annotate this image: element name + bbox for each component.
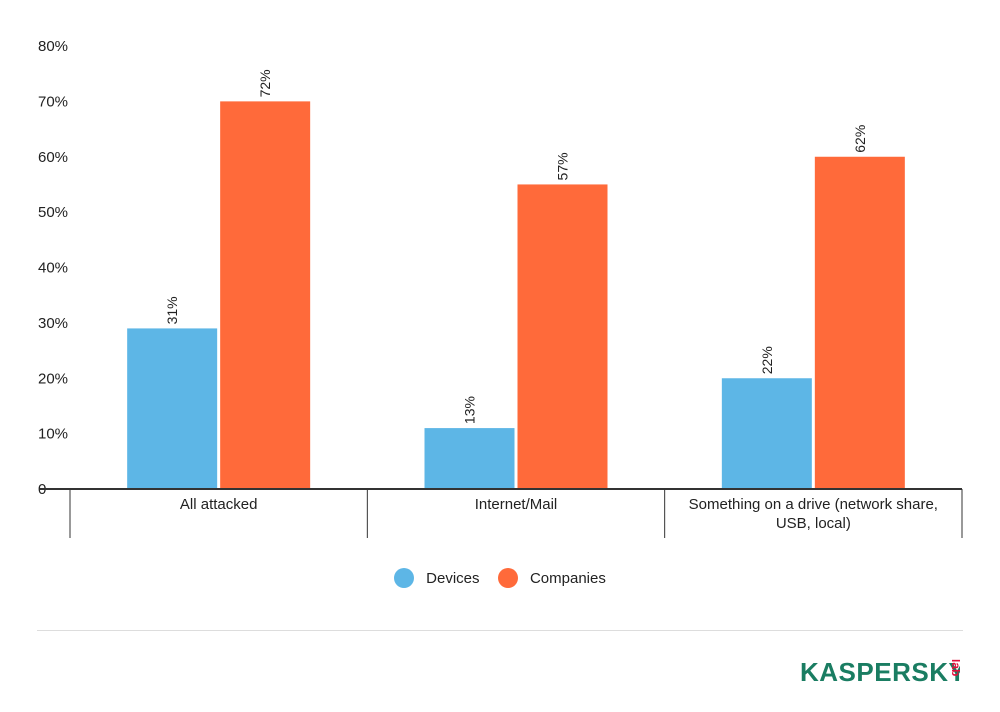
y-tick-label: 70% [38, 93, 68, 110]
kaspersky-logo: KASPERSKY lab [800, 657, 960, 687]
data-label: 22% [759, 346, 775, 374]
category-label: All attacked [180, 496, 258, 513]
legend-item-companies[interactable]: Companies [497, 568, 606, 588]
legend-label-companies: Companies [529, 569, 606, 587]
legend-swatch-companies [497, 568, 518, 588]
bars: 31% 72% 13% 57% 22% 62% [127, 69, 905, 489]
data-label: 31% [164, 296, 180, 324]
bar-devices[interactable] [424, 428, 515, 489]
logo-wordmark: KASPERSKY [800, 657, 960, 687]
bar-companies[interactable] [814, 156, 905, 489]
category-label: Internet/Mail [475, 496, 558, 513]
legend-label-devices: Devices [426, 569, 480, 587]
legend: Devices Companies [0, 568, 1000, 593]
y-tick-label: 10% [38, 426, 68, 443]
bar-companies[interactable] [220, 101, 311, 489]
y-tick-label: 40% [38, 260, 68, 277]
category-labels: All attacked Internet/Mail Something on a … [180, 496, 938, 532]
bar-chart: 010%20%30%40%50%60%70%80% 31%72%13%57%22… [38, 38, 963, 538]
y-tick-label: 50% [38, 204, 68, 221]
category-label: Something on a drive (network share, [689, 496, 938, 513]
data-label: 57% [555, 152, 571, 180]
legend-item-devices[interactable]: Devices [394, 568, 480, 588]
y-axis-ticks: 010%20%30%40%50%60%70%80% [38, 38, 68, 498]
logo-lab: lab [949, 659, 960, 676]
data-label: 72% [257, 69, 273, 97]
bar-companies[interactable] [517, 184, 608, 489]
data-label: 13% [462, 396, 478, 424]
bar-devices[interactable] [721, 378, 812, 489]
y-tick-label: 60% [38, 149, 68, 166]
data-label: 62% [852, 125, 868, 153]
footer-divider [37, 630, 963, 631]
bar-devices[interactable] [127, 328, 218, 489]
y-tick-label: 30% [38, 315, 68, 332]
y-tick-label: 20% [38, 370, 68, 387]
category-label: USB, local) [776, 515, 851, 532]
x-axis [40, 488, 963, 538]
legend-swatch-devices [394, 568, 415, 588]
y-tick-label: 80% [38, 38, 68, 55]
